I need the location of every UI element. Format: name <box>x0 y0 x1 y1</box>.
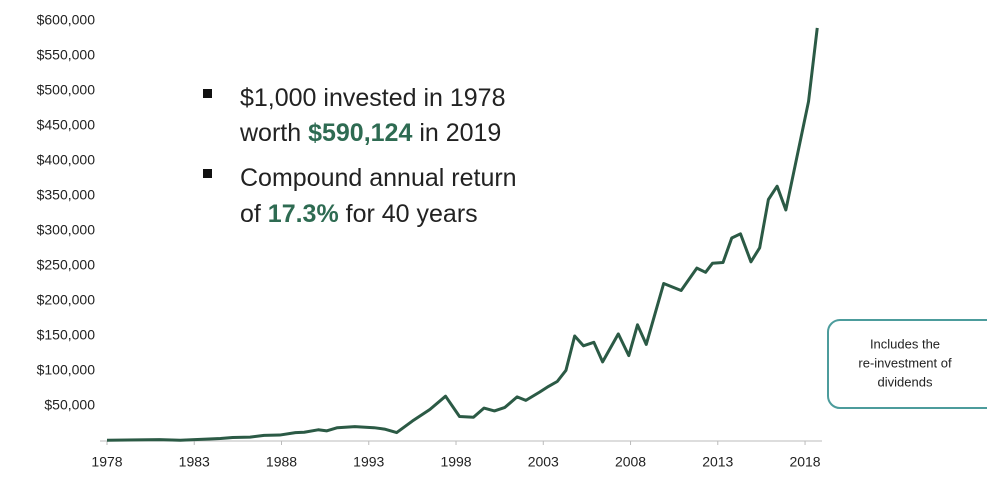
y-tick-label: $400,000 <box>37 152 96 168</box>
bullet-segment: worth <box>239 119 308 147</box>
y-tick-label: $500,000 <box>37 82 96 98</box>
bullet-marker <box>203 89 212 98</box>
y-tick-label: $250,000 <box>37 257 96 273</box>
note-text: dividends <box>878 374 933 389</box>
y-tick-label: $150,000 <box>37 327 96 343</box>
y-tick-label: $300,000 <box>37 222 96 238</box>
y-tick-label: $550,000 <box>37 47 96 63</box>
note-text: Includes the <box>870 336 940 351</box>
x-tick-label: 1978 <box>91 454 122 470</box>
y-tick-label: $600,000 <box>37 12 96 28</box>
x-tick-label: 1993 <box>353 454 384 470</box>
bullet-segment: in 2019 <box>412 119 501 147</box>
x-tick-label: 2008 <box>615 454 646 470</box>
bullet-segment: for 40 years <box>339 200 478 228</box>
x-tick-label: 2003 <box>528 454 559 470</box>
x-tick-label: 1983 <box>179 454 210 470</box>
x-tick-label: 2018 <box>789 454 820 470</box>
series-line <box>106 27 819 442</box>
bullet-text: Compound annual return <box>240 164 517 192</box>
bullet-text: of 17.3% for 40 years <box>240 200 478 228</box>
note-text: re-investment of <box>858 355 952 370</box>
bullet-segment: $1,000 invested in 1978 <box>240 84 506 112</box>
x-tick-label: 2013 <box>702 454 733 470</box>
bullet-marker <box>203 169 212 178</box>
y-tick-label: $100,000 <box>37 362 96 378</box>
bullet-text: $1,000 invested in 1978 <box>240 84 506 112</box>
y-tick-label: $50,000 <box>44 397 95 413</box>
y-tick-label: $200,000 <box>37 292 96 308</box>
bullet-segment: Compound annual return <box>240 164 517 192</box>
y-tick-label: $450,000 <box>37 117 96 133</box>
note-box <box>827 319 987 409</box>
x-tick-label: 1988 <box>266 454 297 470</box>
x-tick-label: 1998 <box>440 454 471 470</box>
y-tick-label: $350,000 <box>37 187 96 203</box>
bullet-text: worth $590,124 in 2019 <box>239 119 501 147</box>
bullet-segment: 17.3% <box>268 200 339 228</box>
bullet-segment: $590,124 <box>308 119 412 147</box>
bullet-segment: of <box>240 200 268 228</box>
